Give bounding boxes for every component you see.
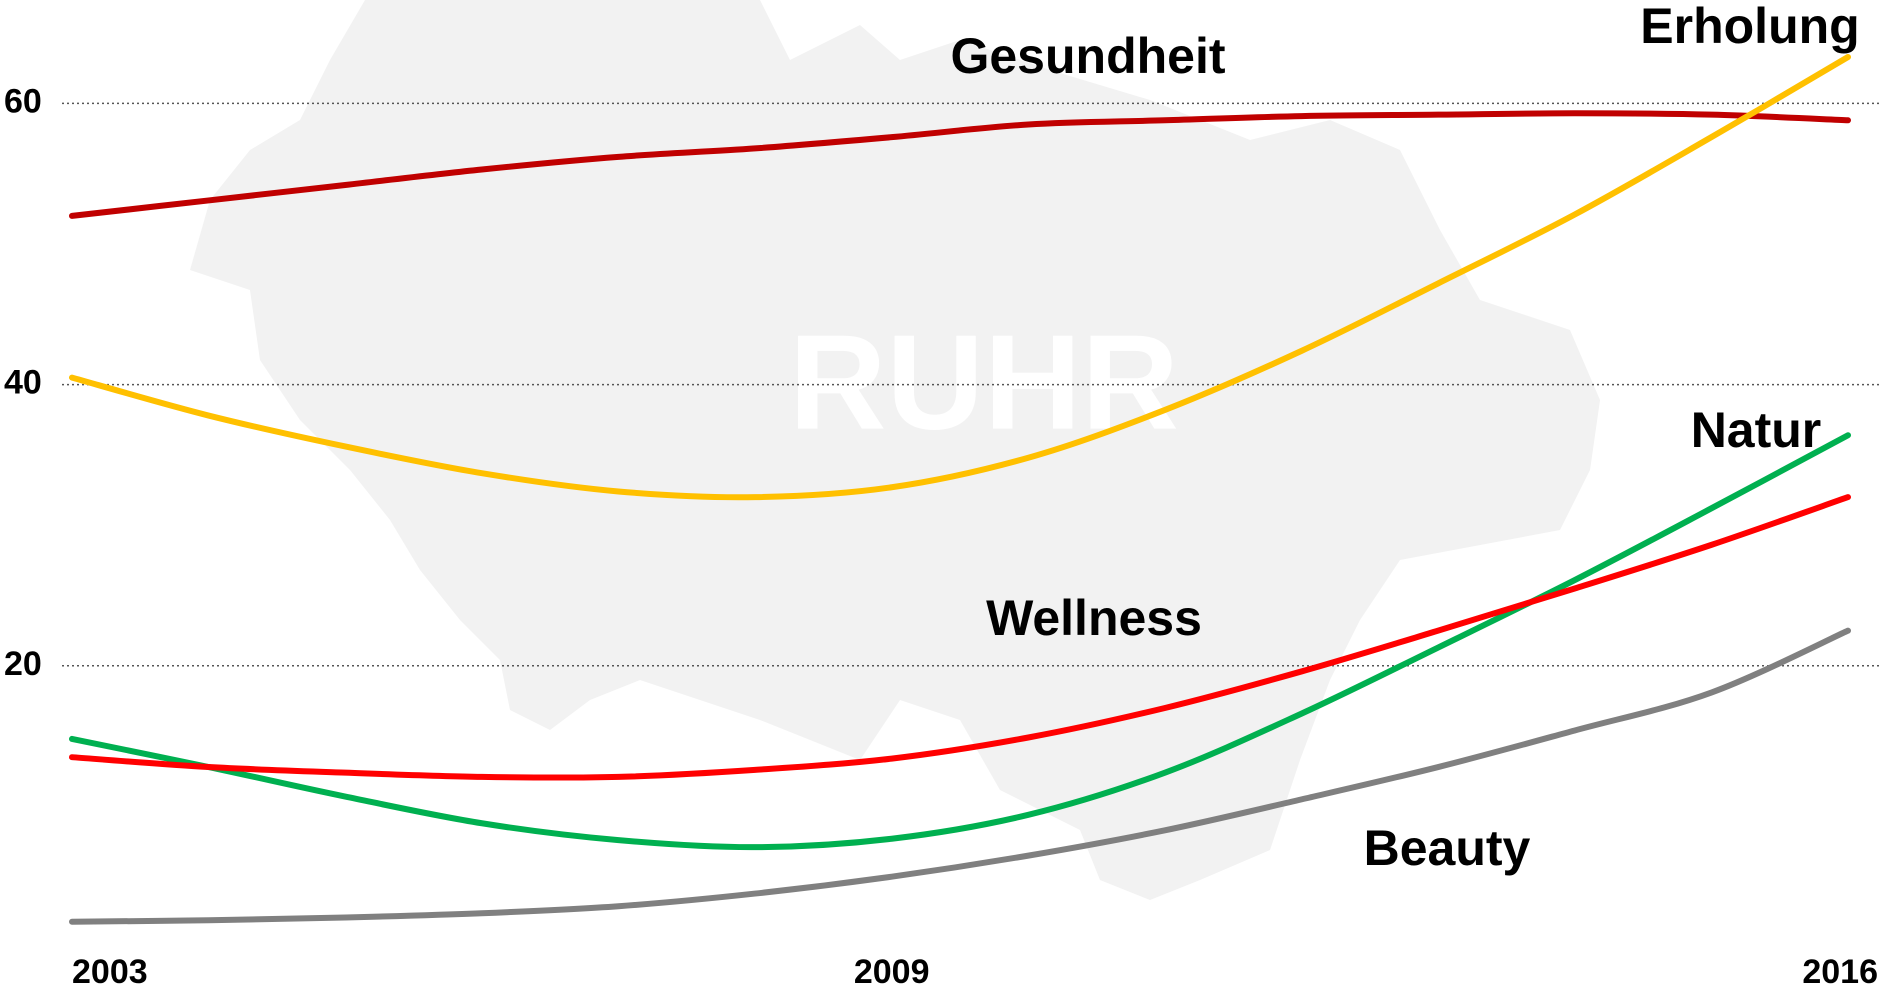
series-line [69, 432, 1851, 851]
series-line [69, 110, 1851, 219]
y-tick-label: 40 [4, 364, 42, 402]
series-label: Wellness [986, 590, 1202, 646]
y-tick-label: 60 [4, 82, 42, 120]
x-tick-label: 2016 [1802, 953, 1878, 991]
series-line [69, 627, 1851, 925]
y-tick-label: 20 [4, 645, 42, 683]
map-background [190, 0, 1600, 900]
series-line [69, 494, 1851, 781]
x-tick-label: 2009 [854, 953, 930, 991]
series-label: Erholung [1640, 0, 1859, 54]
series-label: Beauty [1364, 820, 1531, 876]
x-tick-label: 2003 [72, 953, 148, 991]
series-label: Natur [1691, 402, 1822, 458]
series-line [69, 54, 1851, 501]
watermark: RUHR [789, 307, 1179, 458]
series-label: Gesundheit [950, 28, 1225, 84]
